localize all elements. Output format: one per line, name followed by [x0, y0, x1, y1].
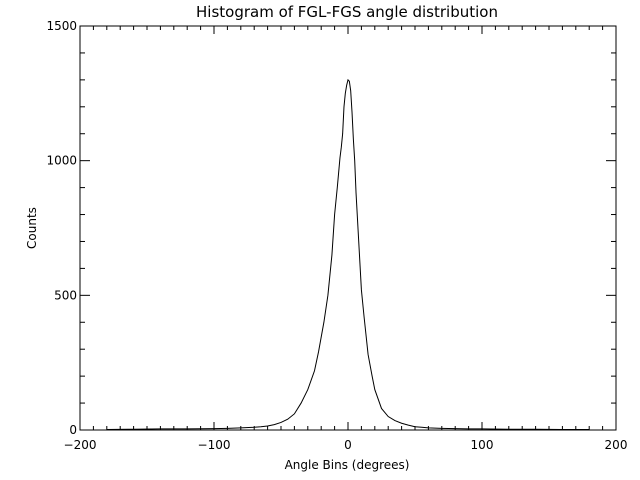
x-tick-label: 200: [605, 438, 628, 452]
y-tick-label: 500: [54, 288, 77, 302]
y-tick-label: 0: [69, 423, 77, 437]
y-axis-label: Counts: [25, 207, 39, 249]
chart-title: Histogram of FGL-FGS angle distribution: [196, 3, 498, 21]
axis-tick-labels: −200 −100 0 100 200 0 500 1000 1500: [46, 19, 627, 452]
x-tick-label: −100: [198, 438, 231, 452]
axis-ticks: [79, 25, 617, 431]
plot-frame: [79, 25, 617, 431]
series-line: [106, 78, 590, 430]
y-tick-label: 1500: [46, 19, 77, 33]
x-tick-label: 0: [344, 438, 352, 452]
x-axis-label: Angle Bins (degrees): [285, 458, 410, 472]
x-tick-label: −200: [64, 438, 97, 452]
x-tick-label: 100: [471, 438, 494, 452]
y-tick-label: 1000: [46, 154, 77, 168]
